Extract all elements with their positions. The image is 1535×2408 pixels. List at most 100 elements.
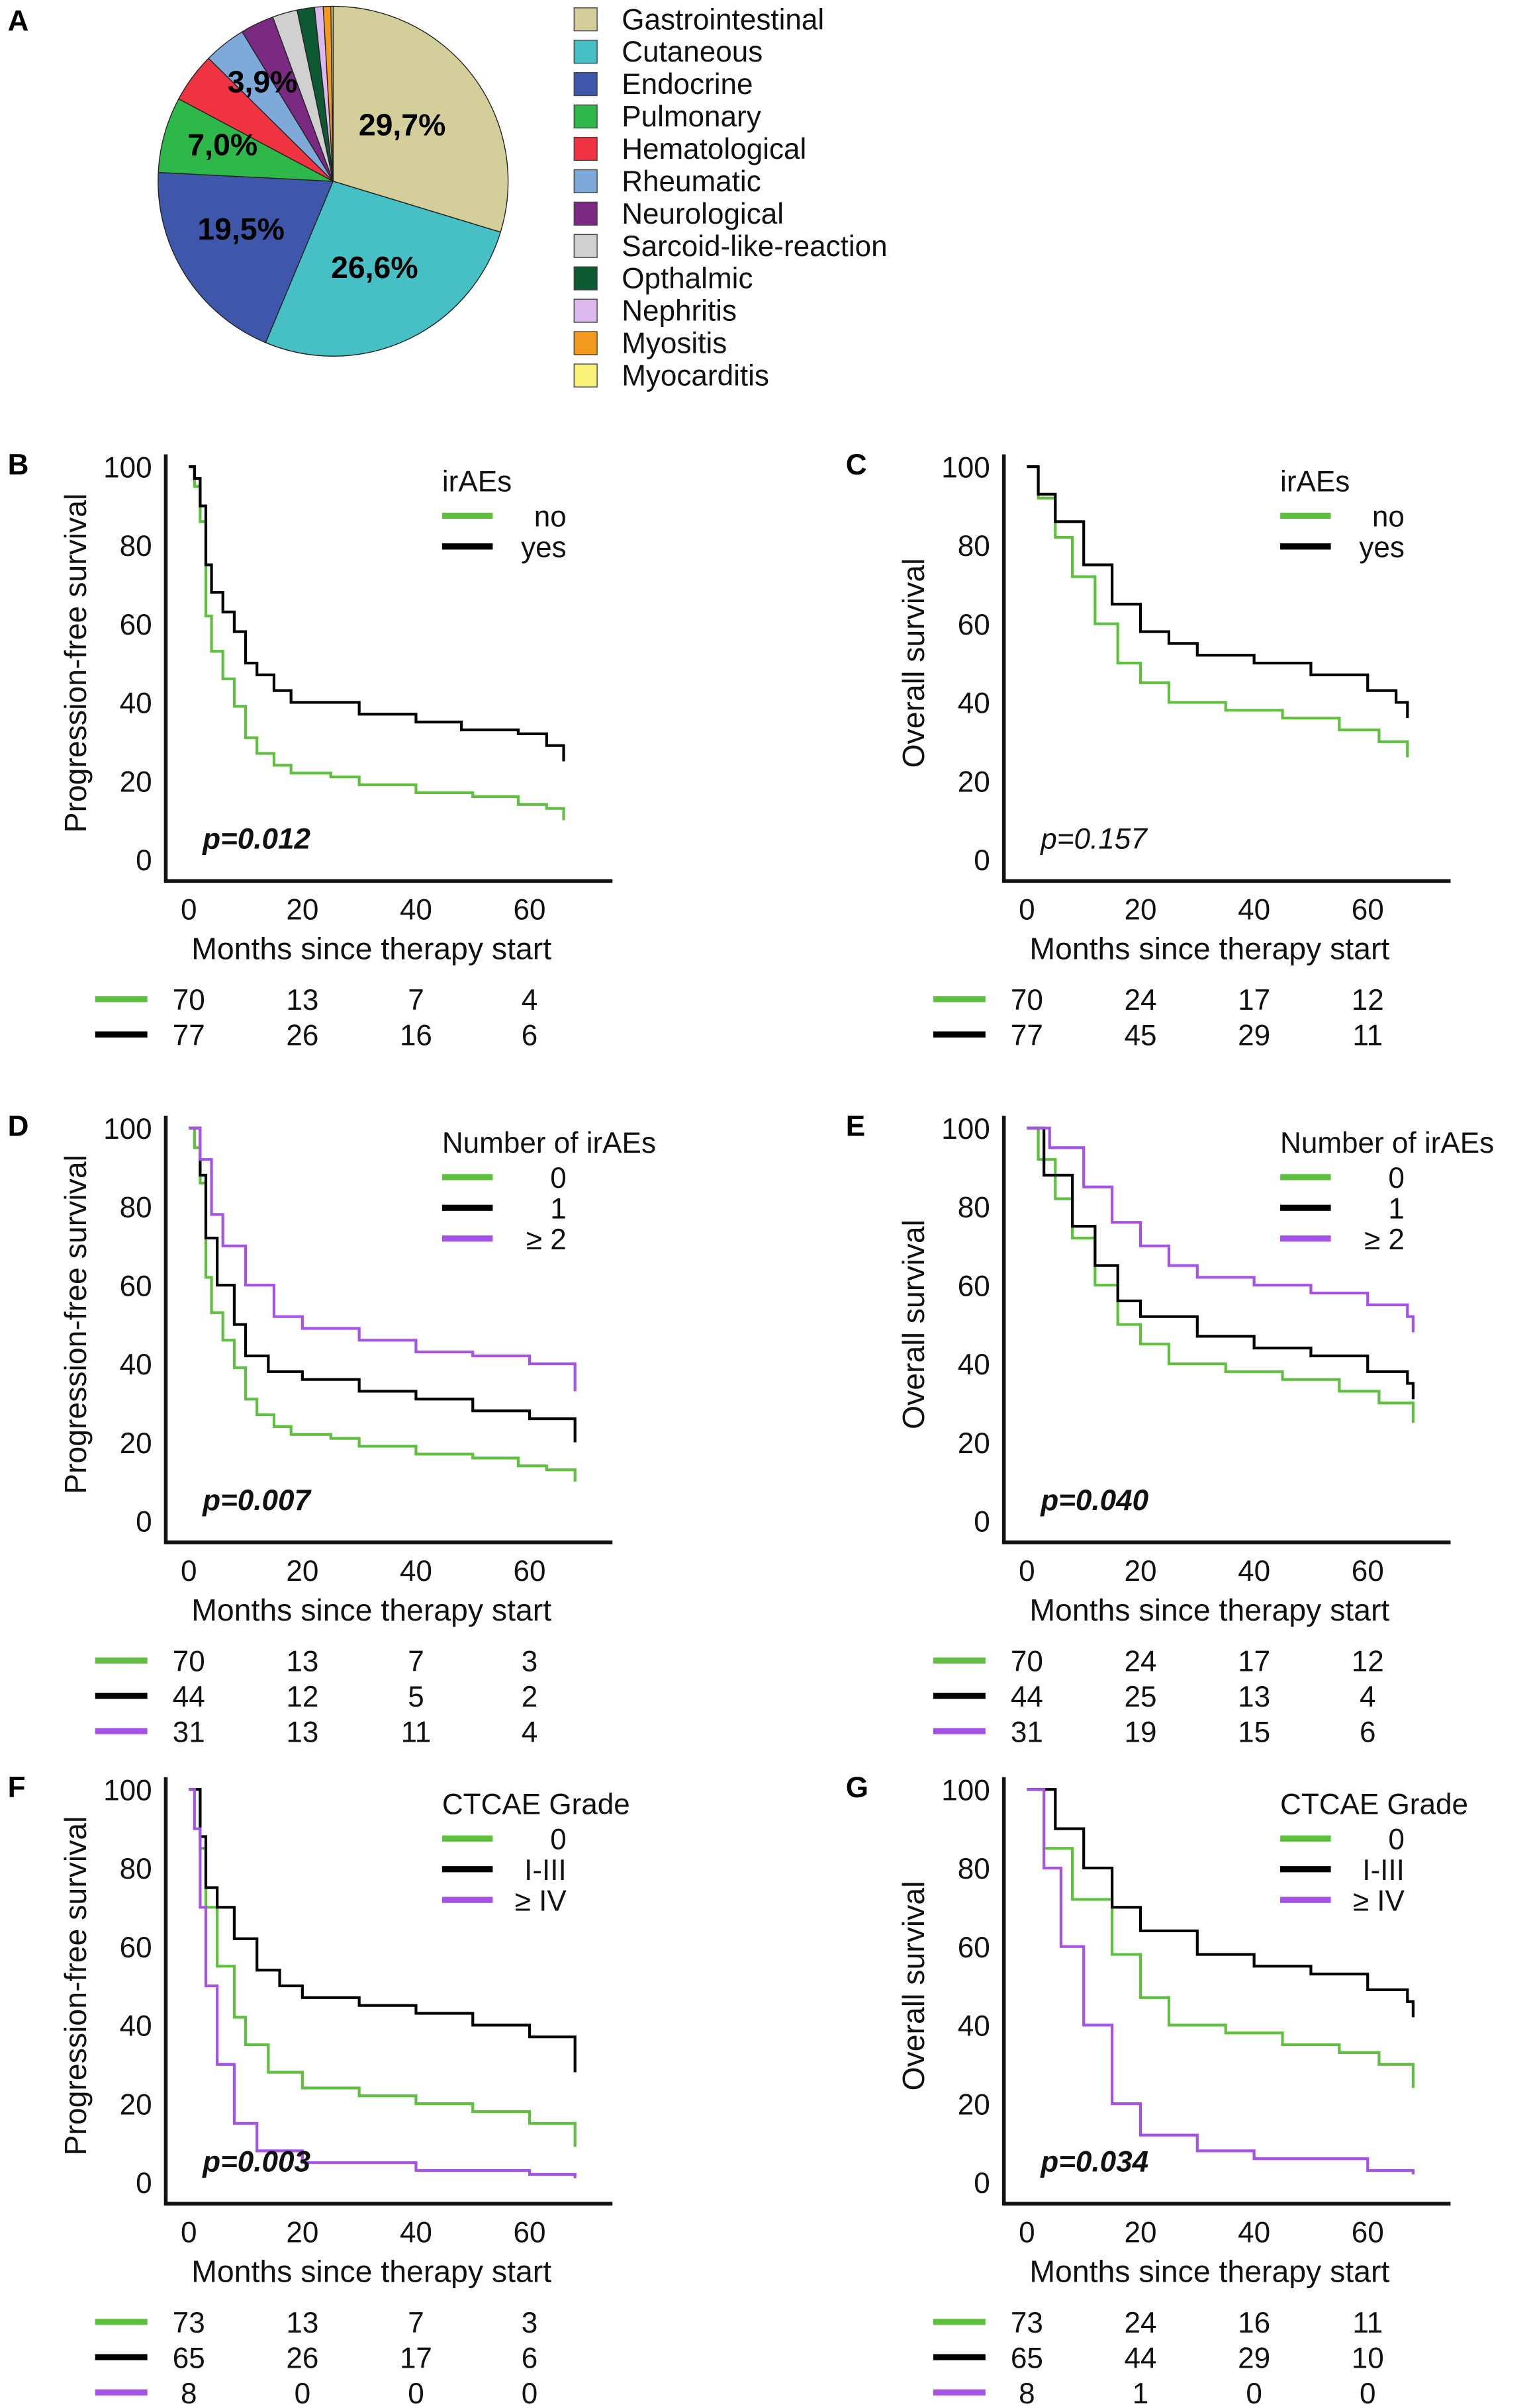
legend-label: I-III (524, 1854, 567, 1887)
at-risk-count: 24 (1125, 984, 1157, 1016)
y-tick-label: 60 (120, 1932, 152, 1964)
x-tick-label: 20 (1125, 2216, 1157, 2249)
panel-letter: A (8, 5, 29, 38)
y-tick-label: 0 (974, 1506, 990, 1538)
y-tick-label: 20 (120, 1427, 152, 1460)
legend-swatch (573, 298, 598, 323)
x-axis-label: Months since therapy start (191, 1593, 551, 1627)
x-tick-label: 60 (514, 893, 546, 926)
slice-label: 19,5% (197, 212, 285, 246)
x-tick-label: 40 (400, 893, 432, 926)
legend-swatch (573, 72, 598, 97)
legend-label: 0 (1388, 1162, 1405, 1194)
legend-label: Endocrine (622, 68, 753, 101)
at-risk-count: 7 (408, 1646, 424, 1678)
legend-label: Nephritis (622, 295, 737, 328)
x-tick-label: 60 (1352, 1555, 1384, 1587)
slice-label: 3,9% (228, 64, 298, 99)
y-tick-label: 100 (941, 1113, 990, 1145)
y-tick-label: 60 (958, 1932, 990, 1964)
y-tick-label: 40 (958, 1349, 990, 1381)
y-tick-label: 60 (120, 609, 152, 641)
y-tick-label: 40 (958, 688, 990, 720)
at-risk-count: 24 (1125, 2307, 1157, 2339)
at-risk-count: 0 (522, 2378, 538, 2408)
survival-curve-0 (1027, 1126, 1415, 1423)
survival-curve-2 (1027, 1126, 1415, 1333)
at-risk-count: 65 (1011, 2342, 1043, 2374)
legend-swatch (573, 363, 598, 388)
x-tick-label: 0 (181, 893, 197, 926)
at-risk-count: 12 (286, 1681, 318, 1713)
x-tick-label: 20 (1125, 1555, 1157, 1587)
at-risk-count: 25 (1125, 1681, 1157, 1713)
x-axis-label: Months since therapy start (1029, 2254, 1389, 2289)
panel-letter: D (8, 1110, 29, 1142)
legend-title: CTCAE Grade (1280, 1788, 1468, 1820)
at-risk-count: 4 (1360, 1681, 1376, 1713)
y-tick-label: 80 (958, 530, 990, 562)
legend-label: ≥ 2 (526, 1224, 567, 1256)
x-tick-label: 20 (286, 1555, 318, 1587)
y-axis-label: Overall survival (896, 1881, 931, 2091)
at-risk-count: 26 (286, 2342, 318, 2374)
legend-label: yes (521, 531, 567, 564)
at-risk-count: 13 (286, 1646, 318, 1678)
x-tick-label: 40 (400, 2216, 432, 2249)
at-risk-count: 15 (1238, 1716, 1270, 1748)
survival-curve-1 (1027, 1126, 1415, 1400)
survival-curve-1 (189, 465, 565, 762)
legend-label: Pulmonary (622, 101, 761, 133)
legend-label: I-III (1362, 1854, 1405, 1887)
pie-slice (330, 5, 334, 181)
survival-curve-0 (189, 1126, 577, 1482)
x-tick-label: 0 (1019, 2216, 1035, 2249)
at-risk-count: 44 (1011, 1681, 1043, 1713)
legend-label: Rheumatic (622, 165, 761, 198)
p-value: p=0.040 (1040, 1484, 1148, 1517)
at-risk-count: 6 (522, 2342, 538, 2374)
at-risk-count: 5 (408, 1681, 424, 1713)
slice-label: 7,0% (187, 127, 257, 161)
legend-swatch (573, 266, 598, 290)
x-tick-label: 40 (1238, 1555, 1270, 1587)
survival-curve-2 (1027, 1788, 1415, 2174)
legend-label: ≥ IV (515, 1885, 567, 1917)
legend-label: Gastrointestinal (622, 3, 824, 36)
y-axis-label: Progression-free survival (58, 1816, 93, 2156)
x-tick-label: 20 (1125, 893, 1157, 926)
at-risk-count: 65 (173, 2342, 205, 2374)
legend-label: Neurological (622, 198, 784, 230)
km-panel-b: B 0 20 40 60 80 100 0 20 40 60 Months since therapy… (8, 449, 613, 1051)
at-risk-count: 12 (1352, 1646, 1384, 1678)
y-tick-label: 100 (941, 451, 990, 484)
legend-swatch (573, 169, 598, 193)
at-risk-count: 0 (408, 2378, 424, 2408)
y-axis-label: Overall survival (896, 558, 931, 768)
survival-curve-2 (189, 1126, 577, 1392)
y-tick-label: 0 (136, 1506, 152, 1538)
at-risk-count: 10 (1352, 2342, 1384, 2374)
at-risk-count: 77 (1011, 1019, 1043, 1051)
at-risk-count: 0 (295, 2378, 311, 2408)
at-risk-count: 44 (1125, 2342, 1157, 2374)
survival-curve-0 (1027, 1788, 1415, 2088)
pie-legend: GastrointestinalCutaneousEndocrinePulmon… (573, 3, 888, 392)
x-axis-label: Months since therapy start (191, 932, 551, 966)
y-tick-label: 100 (103, 451, 152, 484)
at-risk-count: 6 (522, 1019, 538, 1051)
y-tick-label: 20 (958, 2088, 990, 2121)
survival-curve-1 (189, 1126, 577, 1443)
legend-label: ≥ IV (1353, 1885, 1405, 1917)
slice-label: 26,6% (331, 250, 418, 285)
x-tick-label: 20 (286, 2216, 318, 2249)
legend-label: Sarcoid-like-reaction (622, 230, 887, 263)
y-tick-label: 0 (136, 2167, 152, 2200)
y-tick-label: 80 (120, 530, 152, 562)
at-risk-count: 4 (522, 984, 538, 1016)
at-risk-count: 17 (1238, 984, 1270, 1016)
x-axis-label: Months since therapy start (1029, 932, 1389, 966)
at-risk-count: 8 (1019, 2378, 1035, 2408)
